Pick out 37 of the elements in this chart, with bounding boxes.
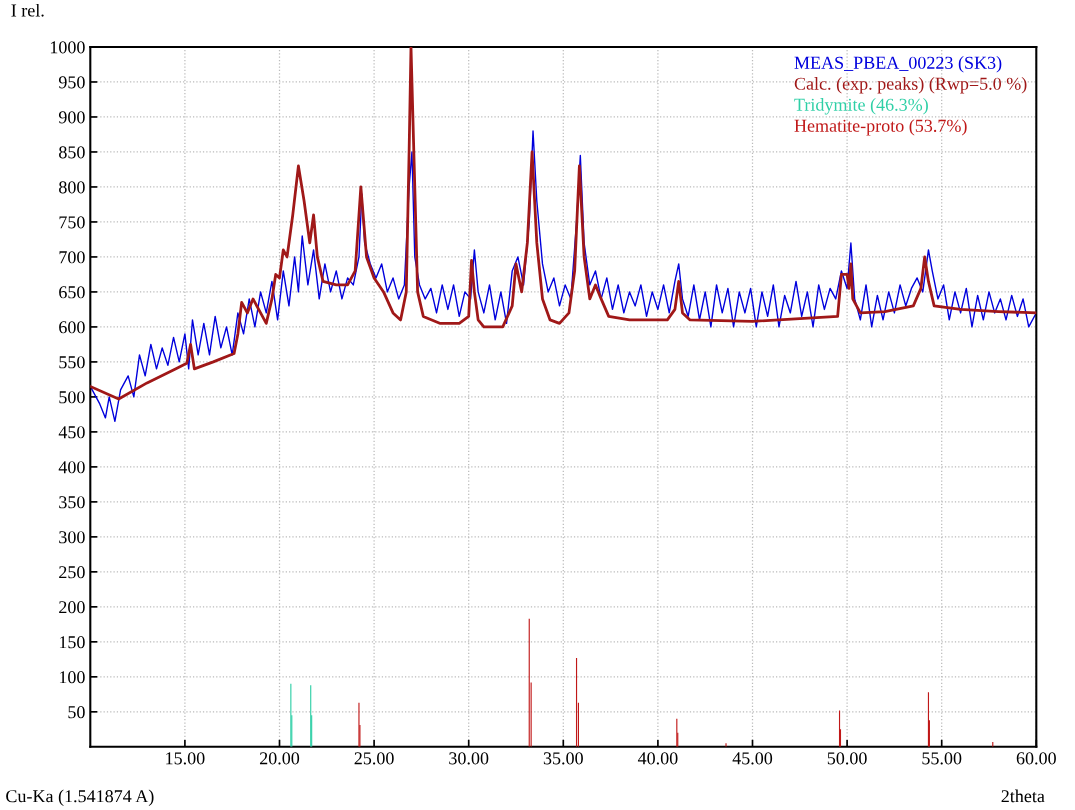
y-tick-label: 750 [59,216,85,229]
y-tick-label: 300 [59,531,85,544]
y-tick-label: 50 [68,706,85,719]
x-tick-label: 15.00 [166,752,205,765]
y-tick-label: 600 [59,321,85,334]
y-tick-label: 150 [59,636,85,649]
y-tick-label: 700 [59,251,85,264]
y-tick-label: 350 [59,496,85,509]
x-tick-label: 50.00 [827,752,867,765]
y-tick-label: 250 [59,566,85,579]
x-tick-label: 60.00 [1016,752,1056,765]
text: Cu-Ka (1.541874 A) [6,789,154,806]
y-axis-title: I rel. [11,3,44,17]
x-tick-label: 30.00 [449,752,489,765]
text: Tridymite (46.3%) [794,98,928,115]
y-tick-label: 950 [58,76,85,89]
y-tick-label: 500 [59,391,85,404]
x-axis-title: 2theta [1001,789,1045,803]
y-tick-label: 550 [59,356,85,369]
y-tick-label: 850 [59,146,85,159]
y-tick-label: 450 [58,426,85,439]
x-tick-label: 40.00 [637,752,678,765]
x-tick-label: 55.00 [922,752,962,765]
y-tick-label: 400 [58,461,85,474]
text: Hematite-proto (53.7%) [794,119,967,136]
x-tick-label: 45.00 [732,752,773,765]
y-tick-label: 650 [59,286,85,299]
x-tick-label: 25.00 [354,752,394,765]
x-tick-label: 20.00 [259,752,300,765]
y-tick-label: 200 [59,601,85,614]
text: Calc. (exp. peaks) (Rwp=5.0 %) [794,77,1027,94]
x-tick-label: 35.00 [543,752,583,765]
y-tick-label: 100 [59,671,85,684]
y-tick-label: 800 [59,181,85,194]
y-tick-label: 1000 [50,41,85,54]
y-tick-label: 900 [58,111,85,124]
text: MEAS_PBEA_00223 (SK3) [794,56,1002,73]
